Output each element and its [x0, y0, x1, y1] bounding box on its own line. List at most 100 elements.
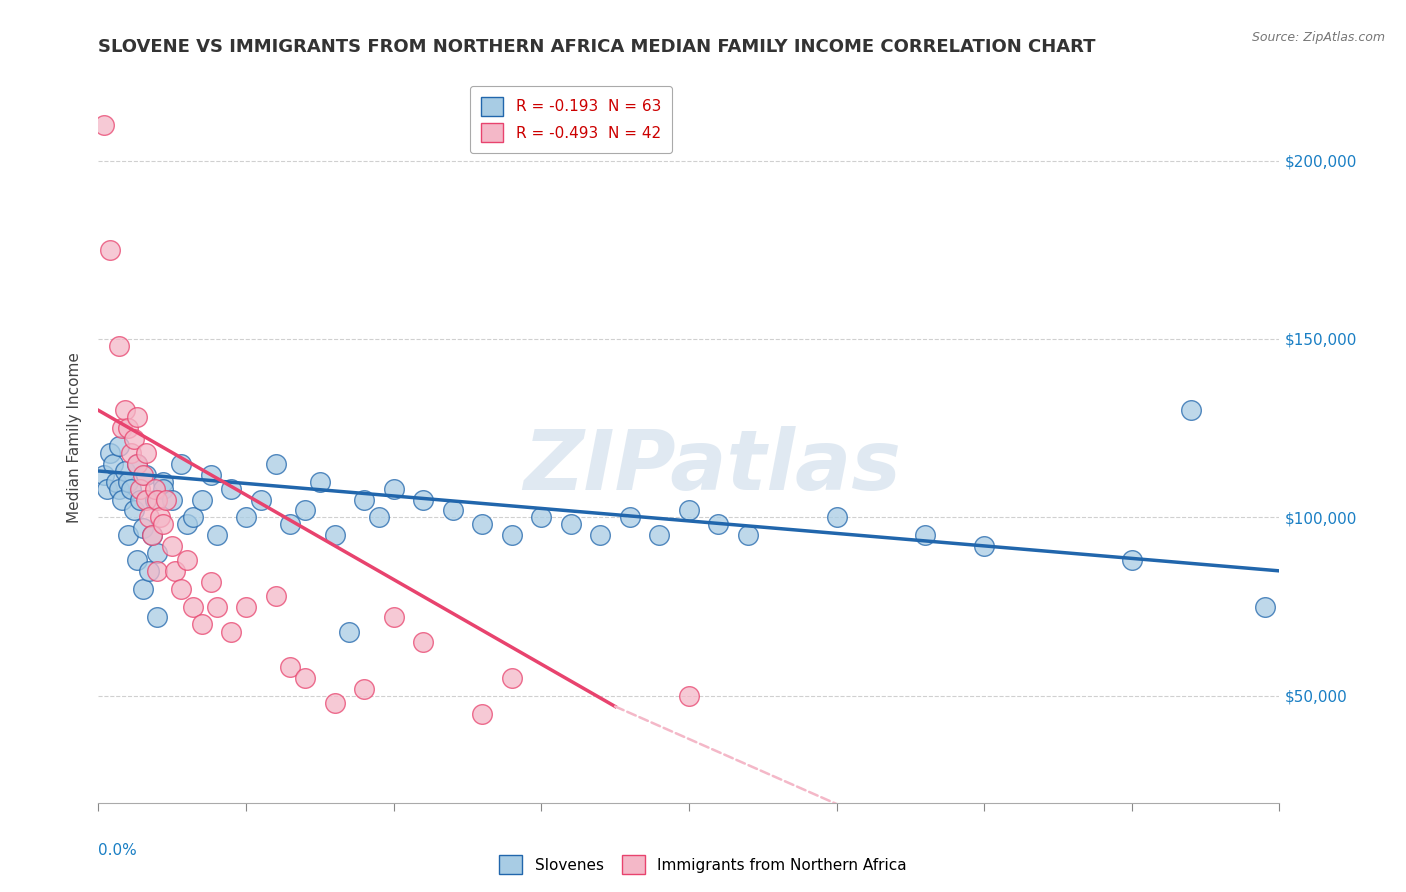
Point: [412, 492, 434, 507]
Point: [648, 528, 671, 542]
Point: [152, 475, 174, 489]
Point: [135, 467, 157, 482]
Point: [122, 432, 145, 446]
Point: [146, 564, 169, 578]
Y-axis label: Median Family Income: Median Family Income: [67, 351, 83, 523]
Point: [117, 421, 139, 435]
Point: [368, 510, 391, 524]
Point: [117, 528, 139, 542]
Point: [353, 681, 375, 696]
Point: [619, 510, 641, 524]
Point: [412, 635, 434, 649]
Text: 0.0%: 0.0%: [98, 843, 138, 858]
Point: [205, 528, 228, 542]
Point: [471, 517, 494, 532]
Point: [135, 446, 157, 460]
Point: [98, 446, 121, 460]
Point: [501, 671, 523, 685]
Point: [589, 528, 612, 542]
Point: [138, 510, 160, 524]
Point: [280, 660, 302, 674]
Point: [707, 517, 730, 532]
Point: [441, 503, 464, 517]
Point: [264, 589, 287, 603]
Point: [382, 482, 405, 496]
Point: [323, 528, 346, 542]
Text: Source: ZipAtlas.com: Source: ZipAtlas.com: [1251, 31, 1385, 45]
Point: [146, 610, 169, 624]
Legend: Slovenes, Immigrants from Northern Africa: Slovenes, Immigrants from Northern Afric…: [494, 849, 912, 880]
Point: [132, 521, 155, 535]
Point: [152, 482, 174, 496]
Legend: R = -0.193  N = 63, R = -0.493  N = 42: R = -0.193 N = 63, R = -0.493 N = 42: [470, 87, 672, 153]
Point: [200, 574, 222, 589]
Point: [560, 517, 582, 532]
Point: [1254, 599, 1277, 614]
Point: [382, 610, 405, 624]
Point: [162, 539, 183, 553]
Point: [114, 464, 136, 478]
Point: [143, 492, 166, 507]
Point: [128, 492, 150, 507]
Point: [108, 439, 131, 453]
Point: [152, 517, 174, 532]
Point: [1121, 553, 1143, 567]
Point: [125, 553, 148, 567]
Point: [132, 467, 155, 482]
Point: [93, 467, 115, 482]
Point: [103, 457, 125, 471]
Text: SLOVENE VS IMMIGRANTS FROM NORTHERN AFRICA MEDIAN FAMILY INCOME CORRELATION CHAR: SLOVENE VS IMMIGRANTS FROM NORTHERN AFRI…: [98, 38, 1095, 56]
Point: [501, 528, 523, 542]
Point: [122, 503, 145, 517]
Point: [128, 482, 150, 496]
Point: [181, 599, 204, 614]
Point: [323, 696, 346, 710]
Point: [191, 617, 214, 632]
Point: [143, 482, 166, 496]
Point: [1180, 403, 1202, 417]
Point: [146, 546, 169, 560]
Point: [141, 528, 163, 542]
Point: [294, 503, 316, 517]
Point: [120, 446, 142, 460]
Point: [339, 624, 361, 639]
Point: [93, 118, 115, 132]
Point: [471, 706, 494, 721]
Point: [141, 528, 163, 542]
Point: [250, 492, 273, 507]
Point: [149, 510, 172, 524]
Point: [120, 482, 142, 496]
Point: [294, 671, 316, 685]
Point: [170, 582, 193, 596]
Point: [155, 492, 177, 507]
Point: [125, 410, 148, 425]
Point: [235, 599, 257, 614]
Point: [117, 475, 139, 489]
Point: [108, 482, 131, 496]
Point: [162, 492, 183, 507]
Point: [111, 492, 134, 507]
Point: [221, 482, 243, 496]
Point: [111, 421, 134, 435]
Point: [146, 492, 169, 507]
Point: [530, 510, 553, 524]
Point: [176, 517, 198, 532]
Point: [105, 475, 128, 489]
Point: [125, 457, 148, 471]
Point: [170, 457, 193, 471]
Point: [176, 553, 198, 567]
Point: [191, 492, 214, 507]
Point: [235, 510, 257, 524]
Point: [98, 243, 121, 257]
Point: [309, 475, 332, 489]
Point: [973, 539, 995, 553]
Point: [264, 457, 287, 471]
Point: [221, 624, 243, 639]
Point: [678, 503, 700, 517]
Point: [96, 482, 118, 496]
Point: [181, 510, 204, 524]
Point: [914, 528, 936, 542]
Point: [737, 528, 759, 542]
Point: [678, 689, 700, 703]
Point: [353, 492, 375, 507]
